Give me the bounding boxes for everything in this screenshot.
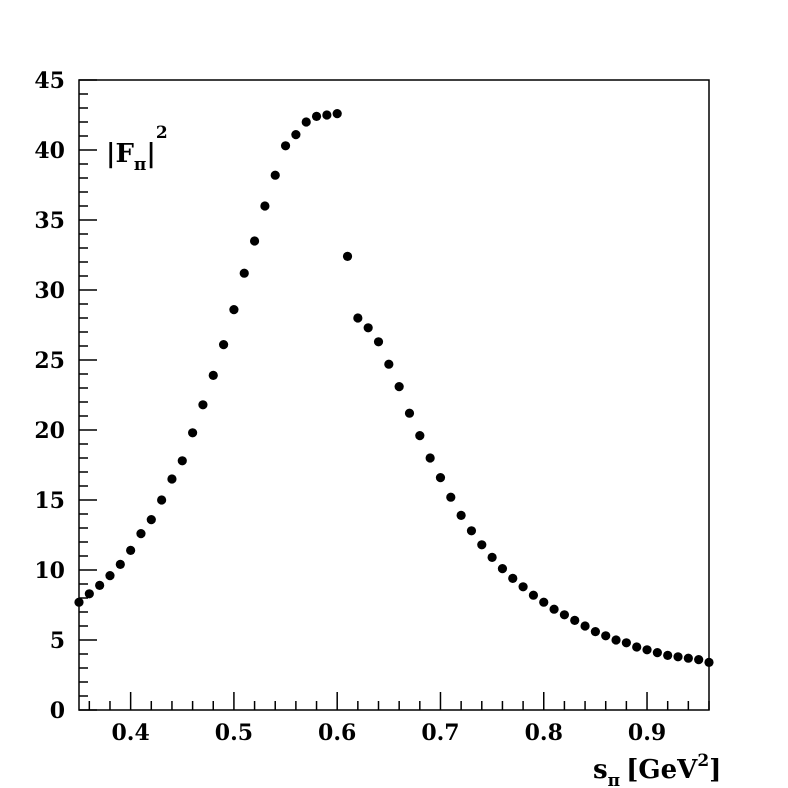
- data-point: [601, 631, 611, 641]
- data-points: [74, 109, 714, 668]
- x-tick-label: 0.5: [215, 720, 253, 746]
- data-point: [84, 589, 94, 599]
- data-point: [497, 564, 508, 574]
- data-point: [683, 653, 693, 663]
- data-point: [642, 645, 652, 655]
- data-point: [280, 141, 291, 151]
- data-point: [373, 337, 384, 347]
- data-point: [105, 571, 115, 581]
- data-point: [539, 597, 549, 607]
- data-point: [218, 340, 229, 350]
- y-tick-label: 15: [34, 488, 65, 514]
- data-point: [270, 170, 280, 180]
- data-point: [229, 305, 239, 315]
- y-axis-title-suffix: |: [146, 139, 155, 169]
- data-point: [404, 408, 415, 418]
- data-point: [95, 580, 105, 591]
- data-point: [301, 117, 311, 127]
- y-tick-label: 30: [34, 278, 65, 304]
- y-axis-title-prefix: |F: [106, 139, 134, 169]
- x-tick-label: 0.8: [525, 720, 563, 746]
- data-point: [74, 597, 84, 607]
- data-point: [663, 650, 673, 661]
- data-point: [291, 130, 301, 140]
- y-axis-title: |Fπ|2: [106, 123, 168, 175]
- data-point: [332, 109, 342, 119]
- y-tick-label: 40: [34, 138, 65, 164]
- x-axis-title: sπ [GeV2]: [593, 751, 721, 788]
- data-point: [394, 382, 404, 392]
- y-tick-label: 0: [50, 698, 65, 724]
- data-point: [518, 582, 528, 592]
- data-point: [456, 510, 466, 520]
- data-point: [115, 559, 125, 570]
- data-point: [167, 474, 177, 484]
- x-tick-label: 0.9: [628, 720, 666, 746]
- y-tick-label: 5: [50, 628, 65, 654]
- x-tick-label: 0.7: [421, 720, 459, 746]
- axis-ticks: [79, 79, 710, 711]
- data-point: [384, 359, 394, 369]
- data-point: [425, 453, 435, 463]
- y-axis-title-sup: 2: [156, 123, 168, 143]
- x-tick-label: 0.4: [111, 720, 149, 746]
- data-point: [580, 621, 590, 631]
- data-point: [342, 251, 353, 261]
- data-point: [487, 552, 497, 563]
- data-point: [198, 400, 208, 410]
- data-point: [446, 492, 456, 502]
- data-point: [673, 652, 683, 662]
- data-point: [363, 323, 373, 333]
- data-point: [146, 515, 156, 525]
- y-tick-label: 45: [34, 68, 65, 94]
- plot-frame: [78, 79, 710, 711]
- data-point: [477, 540, 487, 550]
- data-point: [528, 590, 539, 600]
- data-point: [136, 529, 146, 539]
- data-point: [249, 236, 260, 246]
- data-point: [508, 573, 518, 584]
- data-point: [559, 610, 570, 620]
- data-point: [415, 431, 425, 441]
- y-tick-label: 35: [34, 208, 65, 234]
- x-tick-label: 0.6: [318, 720, 356, 746]
- data-point: [353, 313, 363, 323]
- y-axis-title-sub: π: [134, 155, 146, 175]
- x-axis-title-sub: π: [608, 771, 620, 788]
- x-axis-title-unit-suffix: ]: [709, 755, 721, 785]
- data-point: [435, 473, 446, 483]
- data-point: [704, 657, 714, 668]
- data-point: [632, 642, 642, 652]
- data-point: [590, 627, 600, 637]
- data-point: [466, 526, 477, 536]
- data-point: [611, 635, 621, 645]
- x-axis-title-unit-sup: 2: [697, 751, 709, 771]
- x-axis-title-main: s: [593, 755, 608, 785]
- y-tick-label: 10: [34, 558, 65, 584]
- y-tick-label: 25: [34, 348, 65, 374]
- data-point: [188, 428, 198, 438]
- data-point: [570, 615, 580, 626]
- data-point: [311, 111, 322, 121]
- data-point: [208, 370, 218, 380]
- axis-tick-labels: 0.4 0.5 0.6 0.7 0.8 0.9 0 5 10 15 20 25 30 35 40 45: [34, 68, 666, 746]
- y-tick-label: 20: [34, 418, 65, 444]
- data-point: [157, 495, 167, 505]
- x-axis-title-unit-prefix: [GeV: [626, 755, 698, 785]
- data-point: [260, 201, 270, 211]
- data-point: [177, 456, 187, 466]
- data-point: [621, 638, 631, 648]
- data-point: [126, 545, 136, 556]
- data-point: [239, 268, 249, 278]
- data-point: [322, 110, 332, 120]
- data-point: [694, 655, 704, 665]
- data-point: [652, 648, 662, 658]
- data-point: [549, 604, 559, 614]
